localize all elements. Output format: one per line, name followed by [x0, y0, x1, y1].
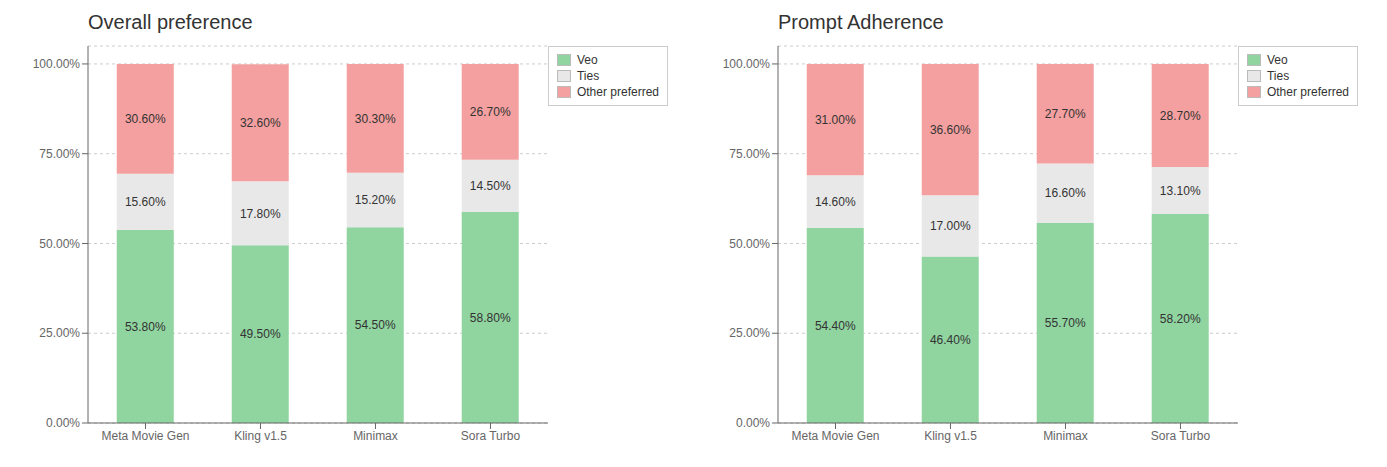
svg-text:Kling v1.5: Kling v1.5	[234, 429, 287, 443]
html-text:Ties: Ties	[1267, 69, 1290, 83]
svg-text:Sora Turbo: Sora Turbo	[1151, 429, 1211, 443]
svg-text:Sora Turbo: Sora Turbo	[461, 429, 521, 443]
svg-text:32.60%: 32.60%	[240, 116, 281, 130]
svg-text:54.50%: 54.50%	[355, 318, 396, 332]
svg-text:75.00%: 75.00%	[39, 147, 80, 161]
svg-text:15.20%: 15.20%	[355, 193, 396, 207]
svg-text:16.60%: 16.60%	[1045, 186, 1086, 200]
svg-text:Minimax: Minimax	[1043, 429, 1088, 443]
html-text:Overall preference: Overall preference	[88, 11, 253, 33]
svg-text:25.00%: 25.00%	[39, 326, 80, 340]
svg-text:14.60%: 14.60%	[815, 195, 856, 209]
html-text:Ties: Ties	[577, 69, 600, 83]
svg-text:Kling v1.5: Kling v1.5	[924, 429, 977, 443]
svg-text:0.00%: 0.00%	[736, 416, 770, 430]
svg-text:46.40%: 46.40%	[930, 333, 971, 347]
svg-text:17.00%: 17.00%	[930, 219, 971, 233]
svg-text:25.00%: 25.00%	[729, 326, 770, 340]
svg-text:100.00%: 100.00%	[723, 57, 771, 71]
html-text:Other preferred: Other preferred	[1267, 85, 1349, 99]
svg-text:30.30%: 30.30%	[355, 112, 396, 126]
svg-text:26.70%: 26.70%	[470, 105, 511, 119]
svg-text:Meta Movie Gen: Meta Movie Gen	[791, 429, 879, 443]
svg-text:50.00%: 50.00%	[729, 237, 770, 251]
html-text:Veo: Veo	[1267, 53, 1288, 67]
svg-text:50.00%: 50.00%	[39, 237, 80, 251]
html-text:Veo: Veo	[577, 53, 598, 67]
svg-text:54.40%: 54.40%	[815, 319, 856, 333]
svg-text:58.80%: 58.80%	[470, 311, 511, 325]
svg-text:30.60%: 30.60%	[125, 112, 166, 126]
html-text:Prompt Adherence: Prompt Adherence	[778, 11, 944, 33]
svg-text:Meta Movie Gen: Meta Movie Gen	[101, 429, 189, 443]
svg-text:17.80%: 17.80%	[240, 207, 281, 221]
svg-text:53.80%: 53.80%	[125, 320, 166, 334]
svg-text:55.70%: 55.70%	[1045, 316, 1086, 330]
svg-text:36.60%: 36.60%	[930, 123, 971, 137]
svg-text:28.70%: 28.70%	[1160, 109, 1201, 123]
svg-text:31.00%: 31.00%	[815, 113, 856, 127]
svg-text:Minimax: Minimax	[353, 429, 398, 443]
svg-text:15.60%: 15.60%	[125, 195, 166, 209]
html-text:Other preferred: Other preferred	[577, 85, 659, 99]
svg-text:0.00%: 0.00%	[46, 416, 80, 430]
svg-text:49.50%: 49.50%	[240, 327, 281, 341]
svg-text:13.10%: 13.10%	[1160, 184, 1201, 198]
svg-text:75.00%: 75.00%	[729, 147, 770, 161]
svg-text:100.00%: 100.00%	[33, 57, 81, 71]
svg-text:58.20%: 58.20%	[1160, 312, 1201, 326]
svg-text:14.50%: 14.50%	[470, 179, 511, 193]
svg-text:27.70%: 27.70%	[1045, 107, 1086, 121]
